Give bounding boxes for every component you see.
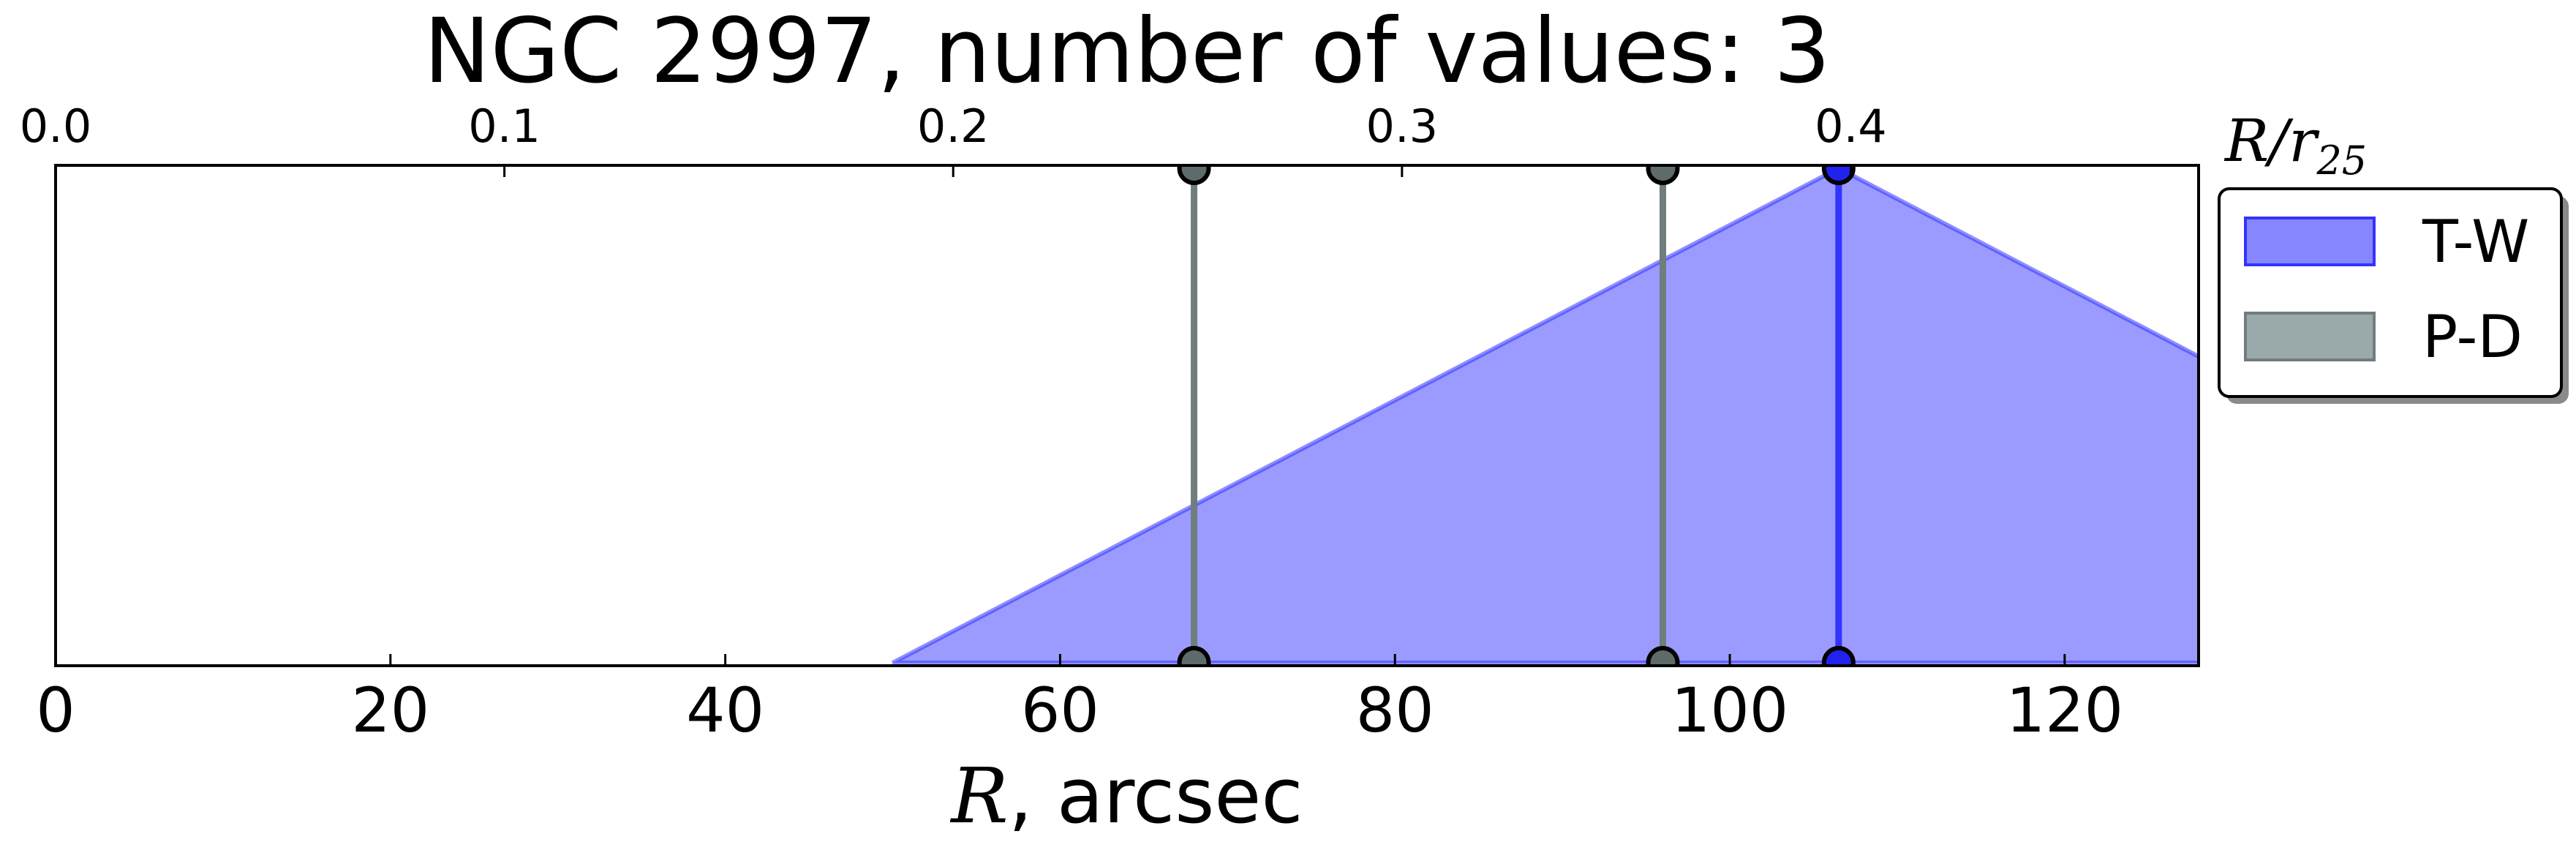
x2-tick-label-0.3: 0.3 (1366, 99, 1439, 153)
series-t-w-marker-top-1 (1821, 165, 1856, 185)
x-tick-label-60: 60 (1021, 674, 1099, 746)
plot-frame (54, 164, 2200, 667)
x-axis-label: R, arcsec (949, 751, 1303, 841)
x2-tick-label-0.4: 0.4 (1815, 99, 1887, 153)
legend-label-t-w: T-W (2422, 208, 2529, 276)
legend-label-p-d: P-D (2422, 303, 2523, 371)
x-tick-label-40: 40 (686, 674, 764, 746)
series-p-d-marker-bottom-1 (1177, 646, 1211, 666)
top-axis-label: R/r25 (2223, 107, 2367, 184)
x2-tick-label-0.0: 0.0 (20, 99, 92, 153)
x-tick-label-100: 100 (1671, 674, 1788, 746)
series-p-d-marker-bottom-2 (1646, 646, 1680, 666)
x-tick-label-120: 120 (2006, 674, 2123, 746)
x-tick-label-0: 0 (36, 674, 75, 746)
top-axis-label-sub: 25 (2316, 138, 2367, 184)
bottom-axis: 0 20 40 60 80 100 120 (36, 654, 2123, 746)
series-t-w-marker-bottom-1 (1821, 646, 1856, 666)
x2-tick-label-0.2: 0.2 (917, 99, 990, 153)
x-axis-label-var: R (949, 751, 1008, 841)
legend: T-W P-D (2218, 187, 2569, 404)
series-p-d-marker-top-2 (1646, 165, 1680, 185)
legend-swatch-t-w (2244, 217, 2376, 266)
legend-swatch-p-d (2244, 312, 2376, 361)
x-axis-label-unit: , arcsec (1009, 751, 1303, 841)
plot-data (892, 165, 2199, 666)
chart-title: NGC 2997, number of values: 3 (423, 0, 1830, 103)
top-axis-label-var: R/r (2223, 107, 2320, 175)
x-tick-label-20: 20 (351, 674, 429, 746)
series-p-d-marker-top-1 (1177, 165, 1211, 185)
x-tick-label-80: 80 (1356, 674, 1434, 746)
top-axis: 0.0 0.1 0.2 0.3 0.4 (20, 99, 1887, 177)
x2-tick-label-0.1: 0.1 (468, 99, 541, 153)
